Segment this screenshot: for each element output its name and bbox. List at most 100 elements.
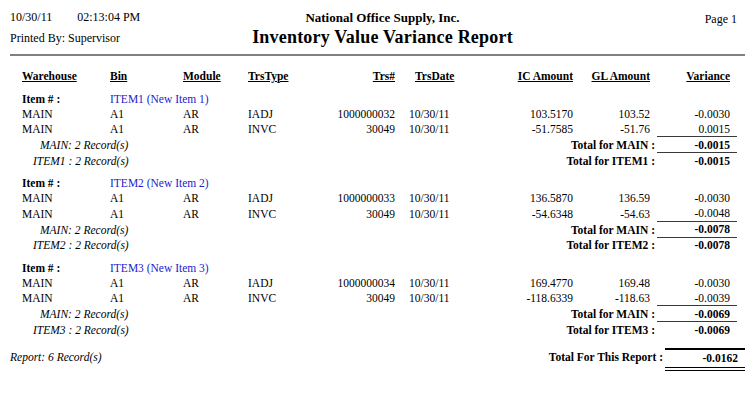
item-header-row: Item # : ITEM1 (New Item 1) bbox=[20, 84, 737, 107]
warehouse-record-count: MAIN: 2 Record(s) bbox=[20, 306, 328, 322]
warehouse-total-row: MAIN: 2 Record(s) Total for MAIN : -0.00… bbox=[20, 306, 737, 322]
warehouse-total-label: Total for MAIN : bbox=[328, 137, 657, 153]
cell-gl-amount: -54.63 bbox=[580, 206, 657, 222]
company-name: National Office Supply, Inc. bbox=[210, 10, 555, 26]
report-title: Inventory Value Variance Report bbox=[210, 27, 555, 48]
cell-bin: A1 bbox=[110, 191, 183, 206]
cell-warehouse: MAIN bbox=[20, 275, 110, 290]
item-total-label: Total for ITEM1 : bbox=[328, 153, 657, 169]
item-header-row: Item # : ITEM2 (New Item 2) bbox=[20, 168, 737, 191]
cell-trsdate: 10/30/11 bbox=[395, 106, 461, 121]
col-header-trsdate: TrsDate bbox=[395, 60, 461, 84]
cell-trsnum: 30049 bbox=[328, 206, 395, 222]
cell-trstype: IADJ bbox=[248, 191, 328, 206]
item-total-row: ITEM3 : 2 Record(s) Total for ITEM3 : -0… bbox=[20, 322, 737, 338]
cell-ic-amount: -54.6348 bbox=[461, 206, 580, 222]
transaction-row: MAIN A1 AR INVC 30049 10/30/11 -51.7585 … bbox=[20, 121, 737, 137]
cell-bin: A1 bbox=[110, 206, 183, 222]
report-page: 10/30/11 02:13:04 PM Printed By: Supervi… bbox=[0, 0, 747, 404]
transaction-row: MAIN A1 AR IADJ 1000000034 10/30/11 169.… bbox=[20, 275, 737, 290]
col-header-trsnum: Trs# bbox=[328, 60, 395, 84]
inventory-variance-table: Warehouse Bin Module TrsType Trs# TrsDat… bbox=[20, 60, 737, 337]
cell-trsdate: 10/30/11 bbox=[395, 121, 461, 137]
header-divider bbox=[10, 54, 745, 56]
cell-variance: -0.0030 bbox=[657, 275, 737, 290]
cell-gl-amount: 103.52 bbox=[580, 106, 657, 121]
report-record-count: Report: 6 Record(s) bbox=[10, 348, 102, 371]
col-header-variance: Variance bbox=[657, 60, 737, 84]
warehouse-record-count: MAIN: 2 Record(s) bbox=[20, 137, 328, 153]
cell-variance: -0.0030 bbox=[657, 191, 737, 206]
item-total-value: -0.0078 bbox=[657, 237, 737, 253]
item-label: Item # : bbox=[20, 168, 110, 191]
cell-variance: -0.0039 bbox=[657, 290, 737, 306]
header-center: National Office Supply, Inc. Inventory V… bbox=[210, 10, 555, 48]
cell-bin: A1 bbox=[110, 121, 183, 137]
item-total-row: ITEM1 : 2 Record(s) Total for ITEM1 : -0… bbox=[20, 153, 737, 169]
cell-gl-amount: -51.76 bbox=[580, 121, 657, 137]
warehouse-total-row: MAIN: 2 Record(s) Total for MAIN : -0.00… bbox=[20, 221, 737, 237]
header-left: 10/30/11 02:13:04 PM Printed By: Supervi… bbox=[10, 10, 210, 46]
cell-module: AR bbox=[183, 191, 248, 206]
page-number: Page 1 bbox=[555, 10, 745, 27]
cell-module: AR bbox=[183, 290, 248, 306]
cell-trsnum: 1000000034 bbox=[328, 275, 395, 290]
cell-ic-amount: 136.5870 bbox=[461, 191, 580, 206]
item-total-label: Total for ITEM3 : bbox=[328, 322, 657, 338]
item-total-row: ITEM2 : 2 Record(s) Total for ITEM2 : -0… bbox=[20, 237, 737, 253]
transaction-row: MAIN A1 AR IADJ 1000000032 10/30/11 103.… bbox=[20, 106, 737, 121]
cell-gl-amount: 169.48 bbox=[580, 275, 657, 290]
cell-trstype: INVC bbox=[248, 206, 328, 222]
cell-variance: -0.0048 bbox=[657, 206, 737, 222]
cell-bin: A1 bbox=[110, 290, 183, 306]
warehouse-total-row: MAIN: 2 Record(s) Total for MAIN : -0.00… bbox=[20, 137, 737, 153]
cell-trsnum: 30049 bbox=[328, 121, 395, 137]
cell-trsdate: 10/30/11 bbox=[395, 275, 461, 290]
transaction-row: MAIN A1 AR INVC 30049 10/30/11 -54.6348 … bbox=[20, 206, 737, 222]
cell-trsnum: 1000000032 bbox=[328, 106, 395, 121]
item-record-count: ITEM2 : 2 Record(s) bbox=[20, 237, 328, 253]
col-header-module: Module bbox=[183, 60, 248, 84]
cell-ic-amount: -51.7585 bbox=[461, 121, 580, 137]
item-header-row: Item # : ITEM3 (New Item 3) bbox=[20, 253, 737, 276]
col-header-bin: Bin bbox=[110, 60, 183, 84]
item-record-count: ITEM1 : 2 Record(s) bbox=[20, 153, 328, 169]
report-time: 02:13:04 PM bbox=[77, 10, 140, 25]
item-label: Item # : bbox=[20, 253, 110, 276]
cell-ic-amount: 169.4770 bbox=[461, 275, 580, 290]
warehouse-total-label: Total for MAIN : bbox=[328, 221, 657, 237]
cell-trstype: IADJ bbox=[248, 106, 328, 121]
cell-module: AR bbox=[183, 106, 248, 121]
transaction-row: MAIN A1 AR INVC 30049 10/30/11 -118.6339… bbox=[20, 290, 737, 306]
cell-gl-amount: -118.63 bbox=[580, 290, 657, 306]
warehouse-total-value: -0.0015 bbox=[657, 137, 737, 153]
col-header-ic-amount: IC Amount bbox=[461, 60, 580, 84]
cell-trstype: IADJ bbox=[248, 275, 328, 290]
warehouse-total-label: Total for MAIN : bbox=[328, 306, 657, 322]
cell-trstype: INVC bbox=[248, 290, 328, 306]
printed-by: Printed By: Supervisor bbox=[10, 31, 210, 46]
warehouse-total-value: -0.0069 bbox=[657, 306, 737, 322]
item-name: ITEM2 (New Item 2) bbox=[110, 168, 328, 191]
cell-warehouse: MAIN bbox=[20, 121, 110, 137]
cell-trsnum: 1000000033 bbox=[328, 191, 395, 206]
cell-bin: A1 bbox=[110, 275, 183, 290]
cell-warehouse: MAIN bbox=[20, 106, 110, 121]
cell-module: AR bbox=[183, 275, 248, 290]
item-total-value: -0.0015 bbox=[657, 153, 737, 169]
report-date: 10/30/11 bbox=[10, 10, 52, 25]
cell-module: AR bbox=[183, 121, 248, 137]
report-footer: Report: 6 Record(s) Total For This Repor… bbox=[10, 348, 745, 371]
page-header: 10/30/11 02:13:04 PM Printed By: Supervi… bbox=[10, 10, 745, 48]
cell-gl-amount: 136.59 bbox=[580, 191, 657, 206]
item-label: Item # : bbox=[20, 84, 110, 107]
report-total-label: Total For This Report : bbox=[549, 348, 663, 363]
cell-variance: -0.0030 bbox=[657, 106, 737, 121]
cell-bin: A1 bbox=[110, 106, 183, 121]
cell-ic-amount: -118.6339 bbox=[461, 290, 580, 306]
cell-warehouse: MAIN bbox=[20, 191, 110, 206]
col-header-trstype: TrsType bbox=[248, 60, 328, 84]
transaction-row: MAIN A1 AR IADJ 1000000033 10/30/11 136.… bbox=[20, 191, 737, 206]
cell-trsdate: 10/30/11 bbox=[395, 290, 461, 306]
cell-variance: 0.0015 bbox=[657, 121, 737, 137]
